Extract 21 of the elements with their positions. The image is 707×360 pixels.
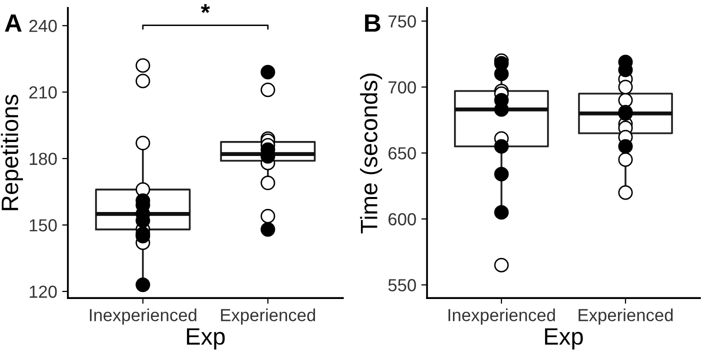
x-axis-title: Exp — [545, 328, 583, 350]
y-tick-label: 700 — [388, 81, 416, 94]
text: B — [365, 14, 380, 32]
y-tick-label: 750 — [388, 15, 416, 28]
x-tick-label: Inexperienced — [448, 308, 555, 325]
x-tick-label: Experienced — [221, 308, 316, 325]
y-axis-title: Repetitions — [0, 94, 23, 210]
y-tick-label: 650 — [388, 147, 416, 160]
y-tick-label: 550 — [388, 279, 416, 292]
x-tick-label: Experienced — [578, 308, 673, 325]
text: A — [4, 14, 22, 32]
y-tick-label: 210 — [29, 86, 57, 99]
y-tick-label: 240 — [29, 20, 57, 32]
y-tick-label: 180 — [30, 152, 57, 165]
x-tick-label: Inexperienced — [90, 308, 196, 325]
y-tick-label: 150 — [30, 219, 57, 232]
y-tick-label: 120 — [30, 286, 57, 298]
y-axis-title: Time (seconds) — [360, 74, 382, 234]
x-axis-title: Exp — [186, 328, 225, 350]
y-tick-label: 600 — [388, 213, 416, 226]
annotation: * — [200, 4, 210, 13]
